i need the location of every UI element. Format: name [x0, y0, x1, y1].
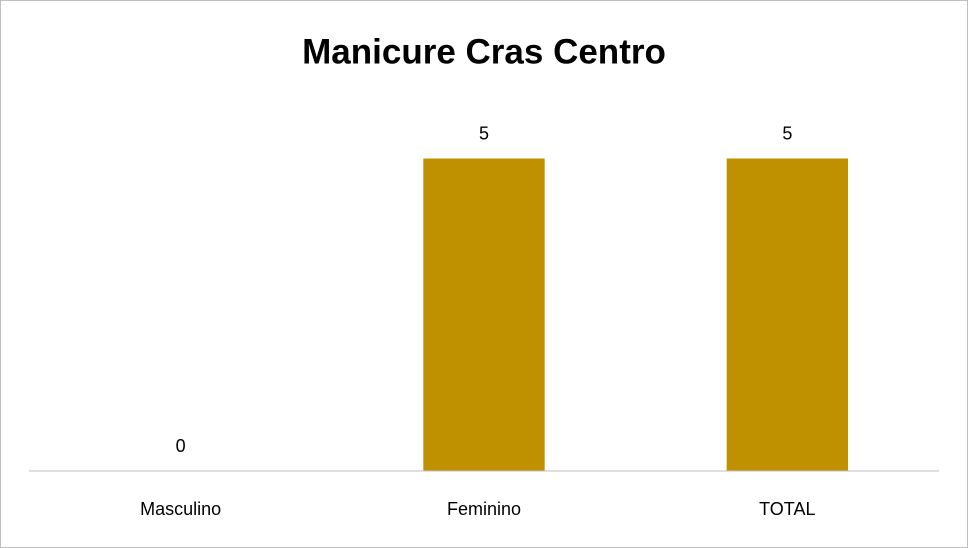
chart-title: Manicure Cras Centro	[302, 32, 666, 71]
data-label: 5	[782, 123, 792, 143]
bar	[726, 158, 848, 471]
bar	[423, 158, 545, 471]
x-tick-label: Masculino	[140, 499, 221, 519]
data-label: 5	[479, 123, 489, 143]
data-label: 0	[176, 436, 186, 456]
x-tick-label: TOTAL	[759, 499, 815, 519]
x-tick-label: Feminino	[447, 499, 521, 519]
